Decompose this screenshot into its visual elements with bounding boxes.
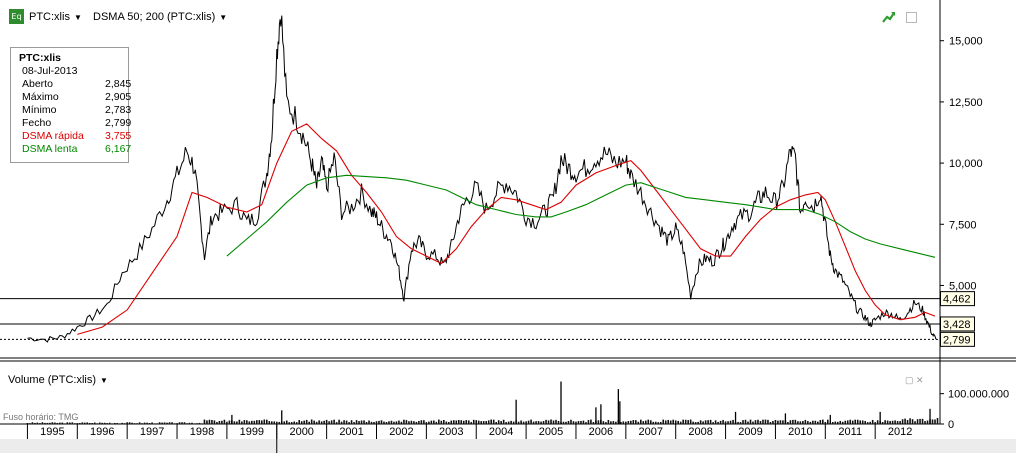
volume-dropdown[interactable]: Volume (PTC:xlis) ▼: [8, 374, 108, 386]
legend-row: DSMA lenta 6,167: [19, 143, 132, 156]
x-tick-label: 2004: [489, 426, 513, 438]
legend-row: Aberto 2,845: [19, 78, 132, 91]
x-tick-label: 1998: [190, 426, 214, 438]
legend-row-value: 3,755: [105, 130, 132, 142]
legend-rows: Aberto 2,845 Máximo 2,905 Mínimo 2,783 Fecho 2,…: [19, 78, 132, 156]
legend-row-label: Máximo: [22, 91, 59, 103]
data-legend: PTC:xlis 08-Jul-2013 Aberto 2,845 Máximo 2,…: [10, 47, 132, 163]
caret-down-icon: ▼: [100, 376, 108, 385]
x-tick-label: 2009: [738, 426, 762, 438]
maximize-icon[interactable]: ▢: [905, 375, 914, 385]
timezone-label: Fuso horário: TMG: [3, 412, 79, 422]
legend-row-value: 6,167: [105, 143, 132, 155]
legend-row: DSMA rápida 3,755: [19, 130, 132, 143]
symbol-dropdown[interactable]: PTC:xlis ▼: [29, 11, 82, 23]
legend-row: Mínimo 2,783: [19, 104, 132, 117]
x-tick-label: 2008: [688, 426, 712, 438]
series-line-dsma_slow: [226, 174, 936, 258]
y-tick-label: 5,000: [949, 280, 977, 292]
legend-row-label: DSMA rápida: [22, 130, 84, 142]
x-tick-label: 1996: [90, 426, 114, 438]
series-line-price: [27, 15, 937, 343]
legend-row-label: DSMA lenta: [22, 143, 78, 155]
caret-down-icon: ▼: [219, 13, 228, 22]
chart-toolbar: Eq PTC:xlis ▼ DSMA 50; 200 (PTC:xlis) ▼: [0, 0, 940, 32]
price-level-box: [940, 291, 975, 307]
x-tick-label: 2012: [888, 426, 912, 438]
volume-panel-controls: ▢ ✕: [905, 375, 924, 386]
legend-row: Máximo 2,905: [19, 91, 132, 104]
x-tick-label: 2010: [788, 426, 812, 438]
price-level-label: 3,428: [943, 319, 971, 331]
legend-row-label: Mínimo: [22, 104, 57, 116]
price-level-box: [940, 316, 975, 332]
x-tick-label: 2005: [539, 426, 563, 438]
trend-arrow-icon[interactable]: [882, 10, 896, 24]
study-dropdown[interactable]: DSMA 50; 200 (PTC:xlis) ▼: [93, 11, 227, 23]
x-tick-label: 2000: [289, 426, 313, 438]
x-tick-label: 1997: [140, 426, 164, 438]
legend-symbol: PTC:xlis: [19, 52, 62, 64]
legend-row-value: 2,799: [105, 117, 132, 129]
y-tick-label: 7,500: [949, 219, 977, 231]
x-tick-label: 1995: [40, 426, 64, 438]
x-tick-label: 2003: [439, 426, 463, 438]
legend-row-label: Fecho: [22, 117, 52, 129]
y-tick-label: 10,000: [949, 158, 983, 170]
maximize-icon[interactable]: [906, 12, 917, 23]
price-level-label: 4,462: [943, 294, 971, 306]
price-level-box: [940, 331, 975, 347]
y-tick-label: 15,000: [949, 36, 983, 48]
status-strip: [0, 439, 1016, 453]
caret-down-icon: ▼: [73, 13, 82, 22]
x-tick-label: 1999: [240, 426, 264, 438]
legend-row-label: Aberto: [22, 78, 53, 90]
price-level-label: 2,799: [943, 334, 971, 346]
x-tick-label: 2006: [589, 426, 613, 438]
volume-dropdown-label: Volume (PTC:xlis): [8, 374, 97, 386]
symbol-dropdown-label: PTC:xlis: [29, 11, 70, 23]
x-tick-label: 2002: [389, 426, 413, 438]
legend-row-value: 2,845: [105, 78, 132, 90]
volume-tick-label: 0: [948, 419, 954, 431]
x-tick-label: 2001: [339, 426, 363, 438]
y-tick-label: 12,500: [949, 97, 983, 109]
legend-row: Fecho 2,799: [19, 117, 132, 130]
volume-tick-label: 100.000.000: [948, 389, 1009, 401]
legend-row-value: 2,783: [105, 104, 132, 116]
study-dropdown-label: DSMA 50; 200 (PTC:xlis): [93, 11, 216, 23]
close-icon[interactable]: ✕: [916, 375, 924, 385]
legend-date: 08-Jul-2013: [22, 65, 78, 77]
eq-badge-icon[interactable]: Eq: [9, 9, 24, 24]
series-line-dsma_fast: [77, 123, 936, 335]
x-tick-label: 2007: [639, 426, 663, 438]
x-tick-label: 2011: [838, 426, 862, 438]
legend-row-value: 2,905: [105, 91, 132, 103]
